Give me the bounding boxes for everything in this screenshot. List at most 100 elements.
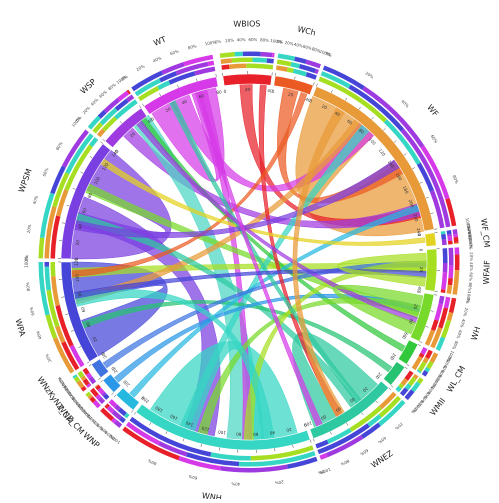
percent-tick-label: 60% — [430, 134, 439, 144]
segment-label-WMI: WMII — [428, 396, 447, 417]
percent-tick-label: 60% — [188, 474, 198, 481]
tick-mark — [149, 422, 151, 425]
percent-tick-label: 40% — [469, 262, 474, 271]
tick-label: 0 — [271, 89, 275, 94]
tick-label: 60 — [80, 306, 86, 313]
tick-mark — [87, 362, 90, 364]
tick-mark — [362, 413, 364, 415]
segment-label-WL_CM: WL_CM — [445, 364, 467, 394]
stack-bar-WCh — [276, 65, 288, 71]
segment-label-WT: WT — [152, 35, 167, 48]
tick-mark — [196, 78, 197, 81]
stack-bar-WH — [449, 298, 456, 313]
tick-mark — [73, 188, 76, 189]
tick-mark — [103, 139, 105, 141]
segment-label-WSP: WSP — [79, 77, 98, 96]
percent-tick-label: 20% — [135, 63, 145, 72]
stack-bar-WCh — [290, 62, 300, 68]
tick-mark — [431, 311, 434, 312]
segment-arc-WBIOS[interactable] — [223, 74, 272, 86]
segment-arc-WFAIF[interactable] — [425, 249, 437, 292]
tick-mark — [372, 117, 374, 119]
segment-arc-WF_CM[interactable] — [425, 233, 436, 247]
percent-tick-label: 40% — [237, 37, 246, 42]
percent-tick-label: 0% — [24, 255, 29, 262]
tick-mark — [418, 344, 421, 345]
tick-label: 20 — [245, 87, 251, 92]
tick-mark — [431, 213, 434, 214]
tick-mark — [419, 341, 422, 342]
percent-tick-label: 20% — [394, 421, 404, 431]
segment-label-WF: WF — [425, 103, 440, 119]
tick-mark — [391, 385, 393, 387]
percent-tick-label: 40% — [152, 55, 162, 63]
tick-mark — [426, 197, 429, 198]
tick-mark — [101, 380, 103, 382]
tick-label: 60 — [253, 432, 259, 437]
tick-label: 100 — [368, 137, 377, 146]
stack-bar-WFAIF — [454, 247, 459, 254]
tick-mark — [67, 205, 70, 206]
tick-mark — [61, 297, 64, 298]
stack-bar-WCh — [287, 67, 294, 73]
tick-mark — [134, 412, 136, 414]
stack-bar-WCh — [294, 57, 307, 64]
percent-tick-label: 0% — [317, 469, 325, 476]
percent-tick-label: 0% — [468, 243, 473, 250]
tick-mark — [81, 172, 84, 173]
stack-bar-WFAIF — [449, 248, 454, 266]
tick-label: 80 — [216, 89, 222, 95]
tick-mark — [376, 401, 378, 403]
segment-label-WCh: WCh — [296, 24, 316, 37]
segment-label-WF_CM: WF_CM — [479, 218, 491, 248]
percent-tick-label: 20% — [81, 105, 91, 115]
stack-bar-WFAIF — [441, 289, 446, 293]
percent-tick-label: 0% — [56, 376, 64, 384]
tick-label: 100 — [74, 273, 80, 282]
tick-mark — [383, 128, 385, 130]
stack-bar-WFAIF — [452, 270, 459, 295]
tick-mark — [345, 98, 347, 101]
tick-mark — [420, 182, 423, 183]
tick-mark — [404, 154, 406, 156]
stack-bar-WBIOS — [232, 58, 253, 63]
segment-label-WPSM: WPSM — [17, 167, 34, 193]
percent-tick-label: 80% — [452, 174, 460, 184]
tick-label: 80 — [236, 432, 242, 437]
stack-bar-WBIOS — [246, 64, 273, 70]
stack-bar-WCh — [306, 72, 317, 80]
stack-bar-WBIOS — [261, 52, 273, 57]
tick-mark — [139, 106, 141, 108]
stack-bar-WF_CM — [454, 237, 459, 243]
tick-label: 0 — [223, 88, 227, 93]
tick-mark — [98, 378, 100, 380]
stack-bar-WFAIF — [448, 266, 453, 279]
tick-mark — [90, 156, 92, 158]
percent-tick-label: 0% — [410, 407, 418, 415]
percent-tick-label: 40% — [35, 330, 43, 340]
percent-tick-label: 0% — [276, 39, 283, 45]
segment-label-WNH: WNH — [201, 491, 222, 499]
tick-label: 0 — [416, 290, 421, 294]
percent-tick-label: 100% — [204, 39, 216, 46]
percent-tick-label: 60% — [41, 167, 49, 177]
percent-tick-label: 80% — [260, 37, 269, 43]
tick-mark — [71, 330, 74, 331]
tick-mark — [177, 85, 178, 88]
percent-tick-label: 60% — [456, 329, 464, 339]
percent-tick-label: 40% — [231, 481, 240, 487]
tick-label: 0 — [417, 233, 422, 237]
tick-mark — [201, 444, 202, 447]
tick-mark — [112, 393, 114, 395]
tick-mark — [159, 93, 160, 96]
stack-bar-WT — [208, 61, 215, 67]
stack-bar-WBIOS — [234, 52, 242, 57]
tick-label: 120 — [378, 148, 387, 158]
tick-mark — [434, 295, 437, 296]
tick-mark — [62, 223, 65, 224]
percent-tick-label: 20% — [26, 224, 32, 234]
percent-tick-label: 40% — [377, 435, 387, 444]
segment-label-WPA: WPA — [13, 318, 27, 338]
percent-tick-label: 60% — [359, 448, 369, 457]
percent-tick-label: 0% — [465, 297, 471, 304]
